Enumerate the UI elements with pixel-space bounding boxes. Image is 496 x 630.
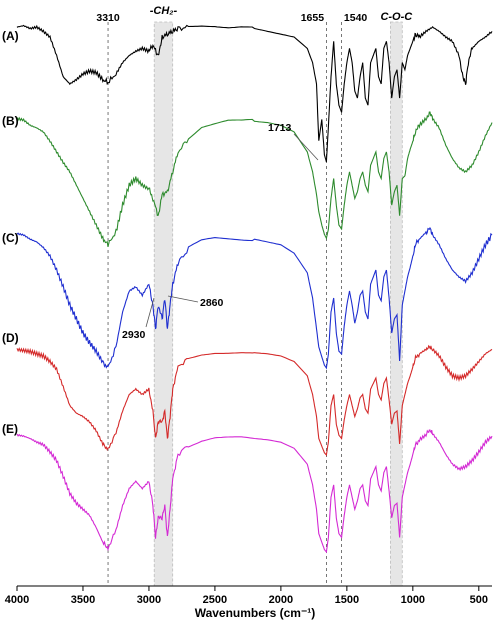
series-label-5: (E) <box>2 422 18 436</box>
x-tick-label: 2000 <box>269 594 293 606</box>
series-label-1: (A) <box>2 29 19 43</box>
annotation-leader-2860 <box>167 295 199 303</box>
series-label-3: (C) <box>2 231 19 245</box>
x-tick-label: 4000 <box>5 594 29 606</box>
series-label-2: (B) <box>2 114 19 128</box>
x-tick-label: 500 <box>470 594 488 606</box>
reference-lines <box>107 22 342 586</box>
x-tick-label: 3500 <box>71 594 95 606</box>
chart-labels: (A) (B) (C) (D) (E) 3310 1655 1540 -CH₂- C-O-C 171… <box>2 5 413 436</box>
x-tick-label: 3000 <box>137 594 161 606</box>
annotation-leader-2930 <box>145 297 155 328</box>
band-label-2: C-O-C <box>380 11 413 23</box>
annotation-label-2860: 2860 <box>200 297 224 309</box>
reference-label-1655: 1655 <box>301 12 325 24</box>
x-axis: 4000 3500 3000 2500 2000 1500 1000 500 Wavenumbe… <box>5 585 492 620</box>
series-line-1 <box>16 24 493 163</box>
x-axis-title: Wavenumbers (cm⁻¹) <box>195 606 316 620</box>
annotation-label-1713: 1713 <box>268 122 292 134</box>
series-line-5 <box>16 429 493 554</box>
series-line-2 <box>16 111 493 248</box>
series-line-4 <box>16 344 493 457</box>
band-label-1: -CH₂- <box>150 5 178 17</box>
shaded-band-2 <box>390 21 403 587</box>
annotation-leader-1713 <box>293 133 319 161</box>
series-line-3 <box>16 226 493 370</box>
x-tick-label: 2500 <box>203 594 227 606</box>
x-tick-label: 1500 <box>335 594 359 606</box>
reference-label-3310: 3310 <box>96 12 120 24</box>
reference-label-1540: 1540 <box>344 12 368 24</box>
x-tick-label: 1000 <box>401 594 425 606</box>
series-label-4: (D) <box>2 331 19 345</box>
spectra-series <box>16 24 493 554</box>
annotation-label-2930: 2930 <box>122 329 146 341</box>
